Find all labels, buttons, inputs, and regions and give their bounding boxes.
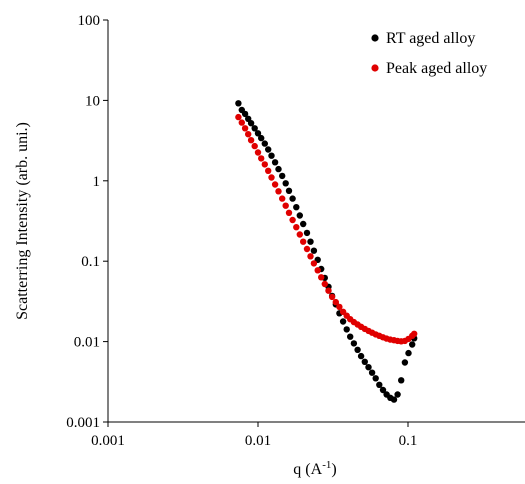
data-point (282, 202, 289, 209)
data-point (307, 253, 314, 260)
data-point (303, 229, 311, 237)
data-point (279, 172, 286, 180)
data-point (310, 247, 318, 254)
data-point (339, 318, 347, 325)
x-axis-title-close: ) (331, 461, 336, 478)
data-point (398, 377, 405, 384)
y-ticks: 100 10 1 0.1 0.01 0.001 (66, 13, 108, 431)
y-tick-label: 0.01 (74, 335, 100, 351)
data-point (390, 396, 398, 403)
data-point (254, 149, 262, 156)
x-ticks: 0.001 0.01 0.1 (91, 422, 417, 449)
legend-marker (371, 34, 379, 42)
plot-area (235, 100, 418, 403)
y-tick-label: 0.001 (66, 415, 100, 431)
data-point (405, 349, 412, 357)
data-point (350, 340, 358, 347)
data-point (265, 146, 272, 153)
data-point (265, 167, 272, 174)
data-point (258, 134, 265, 142)
data-point (235, 100, 242, 107)
data-point (282, 180, 289, 187)
data-point (296, 231, 303, 238)
data-point (325, 287, 332, 294)
data-point (310, 260, 318, 267)
data-point (289, 195, 296, 202)
y-tick-label: 100 (78, 13, 101, 29)
data-point (347, 333, 354, 340)
data-point (275, 188, 282, 195)
data-point (394, 391, 401, 398)
data-point (401, 359, 409, 366)
data-point (300, 220, 307, 228)
data-point (293, 204, 300, 211)
data-point (343, 326, 350, 333)
data-point (247, 120, 255, 127)
data-point (376, 381, 383, 388)
data-point (235, 113, 242, 121)
data-point (241, 125, 249, 132)
data-point (261, 140, 268, 147)
x-tick-label: 0.01 (245, 433, 271, 449)
axes: 100 10 1 0.1 0.01 0.001 0.001 0.01 0.1 (66, 13, 525, 449)
y-tick-label: 10 (85, 93, 100, 109)
data-point (314, 267, 321, 274)
data-point (275, 165, 282, 173)
y-tick-label: 0.1 (81, 254, 100, 270)
y-axis-title: Scatterring Intensity (arb. uni.) (14, 122, 31, 320)
data-point (357, 352, 365, 360)
x-axis-title: q (A-1) (293, 459, 336, 478)
data-point (354, 346, 361, 353)
data-point (251, 125, 258, 132)
data-point (379, 386, 387, 394)
data-point (268, 174, 275, 181)
data-point (268, 152, 275, 159)
data-point (261, 161, 268, 168)
data-point (307, 238, 314, 245)
data-point (321, 280, 328, 288)
legend-label: RT aged alloy (386, 30, 475, 47)
data-point (361, 358, 368, 365)
data-point (247, 137, 255, 144)
data-point (372, 375, 379, 382)
data-point (271, 159, 279, 166)
data-point (318, 274, 325, 281)
data-point (293, 224, 300, 231)
data-point (328, 293, 336, 301)
data-point (365, 364, 372, 371)
data-point (241, 110, 249, 118)
data-point (368, 369, 376, 376)
data-point (258, 155, 265, 162)
data-point (300, 238, 307, 245)
data-point (332, 298, 339, 306)
data-point (411, 330, 418, 337)
x-axis-title-sup: -1 (322, 459, 331, 471)
data-point (238, 119, 245, 126)
data-point (254, 130, 262, 137)
legend-label: Peak aged alloy (386, 60, 487, 77)
series-peak-aged (235, 113, 418, 345)
series-rt-aged (235, 100, 418, 403)
data-point (296, 212, 303, 219)
x-axis-title-main: q (A (293, 461, 322, 478)
legend-marker (371, 64, 379, 72)
data-point (251, 142, 258, 150)
legend: RT aged alloy Peak aged alloy (371, 30, 487, 77)
data-point (336, 303, 343, 311)
data-point (289, 216, 296, 224)
data-point (285, 187, 293, 194)
x-tick-label: 0.001 (91, 433, 125, 449)
data-point (245, 131, 252, 138)
data-point (279, 195, 286, 202)
data-point (409, 341, 416, 348)
data-point (285, 209, 293, 216)
y-tick-label: 1 (93, 174, 101, 190)
data-point (271, 181, 279, 188)
data-point (303, 245, 311, 253)
x-tick-label: 0.1 (399, 433, 418, 449)
